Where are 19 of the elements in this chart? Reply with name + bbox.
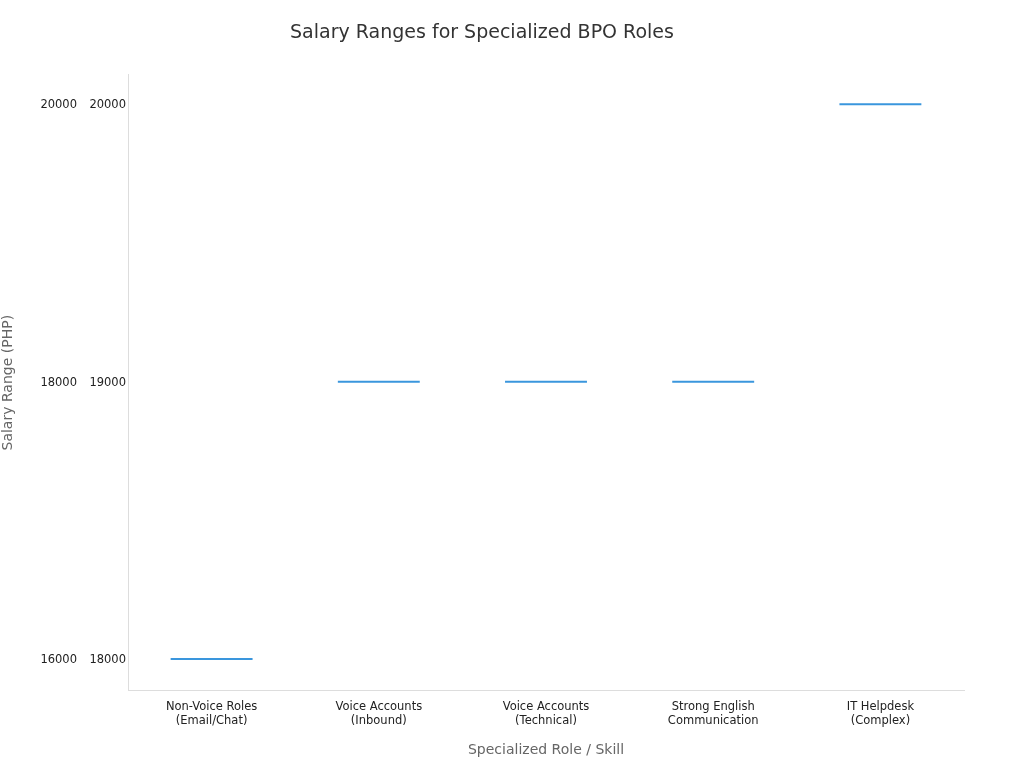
bar: [839, 103, 922, 106]
x-tick-label: Voice Accounts (Technical): [502, 699, 590, 728]
x-tick-label: Strong English Communication: [667, 699, 759, 728]
x-axis-title: Specialized Role / Skill: [467, 741, 625, 758]
y2-tick-label: 19000: [89, 374, 126, 389]
y-tick-label: 16000: [40, 652, 77, 667]
bar: [505, 380, 587, 383]
bar: [672, 380, 755, 383]
y-tick-label: 18000: [40, 374, 77, 389]
bar: [170, 658, 253, 661]
y-axis-title: Salary Range (PHP): [0, 314, 16, 451]
x-tick-label: Voice Accounts (Inbound): [335, 699, 423, 728]
y2-tick-label: 20000: [89, 97, 126, 112]
chart-title: Salary Ranges for Specialized BPO Roles: [290, 20, 674, 43]
bar: [337, 380, 420, 383]
y-tick-label: 20000: [40, 97, 77, 112]
x-tick-label: Non-Voice Roles (Email/Chat): [165, 699, 258, 728]
x-tick-label: IT Helpdesk (Complex): [846, 699, 915, 728]
y2-tick-label: 18000: [89, 652, 126, 667]
